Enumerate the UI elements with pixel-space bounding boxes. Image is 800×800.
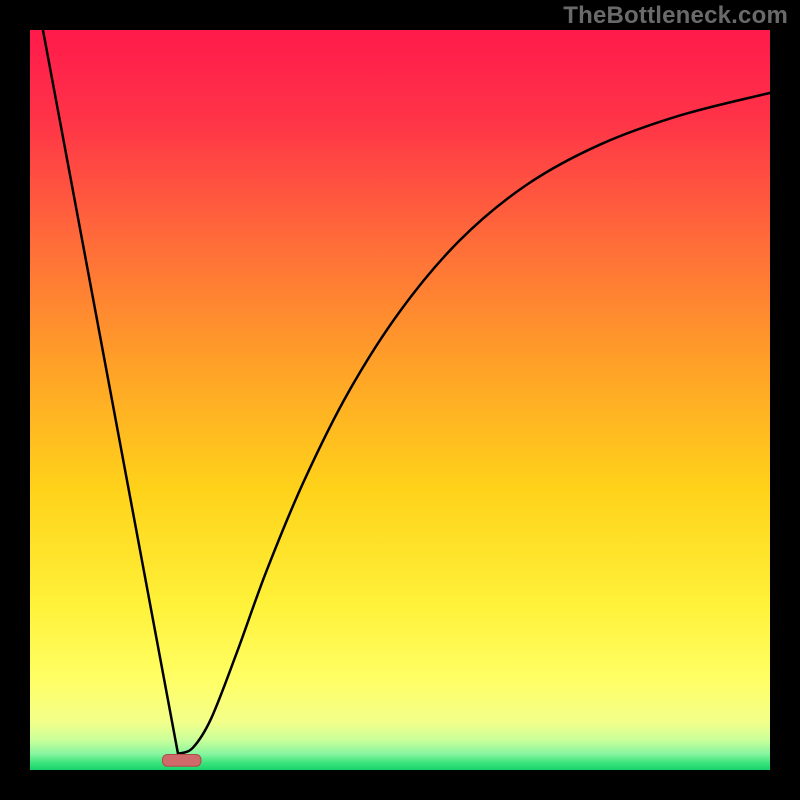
- curve-svg: [30, 30, 770, 770]
- plot-area: [30, 30, 770, 770]
- watermark-text: TheBottleneck.com: [563, 2, 788, 30]
- chart-frame: TheBottleneck.com: [0, 0, 800, 800]
- optimal-marker: [162, 754, 200, 766]
- bottleneck-curve: [43, 30, 770, 754]
